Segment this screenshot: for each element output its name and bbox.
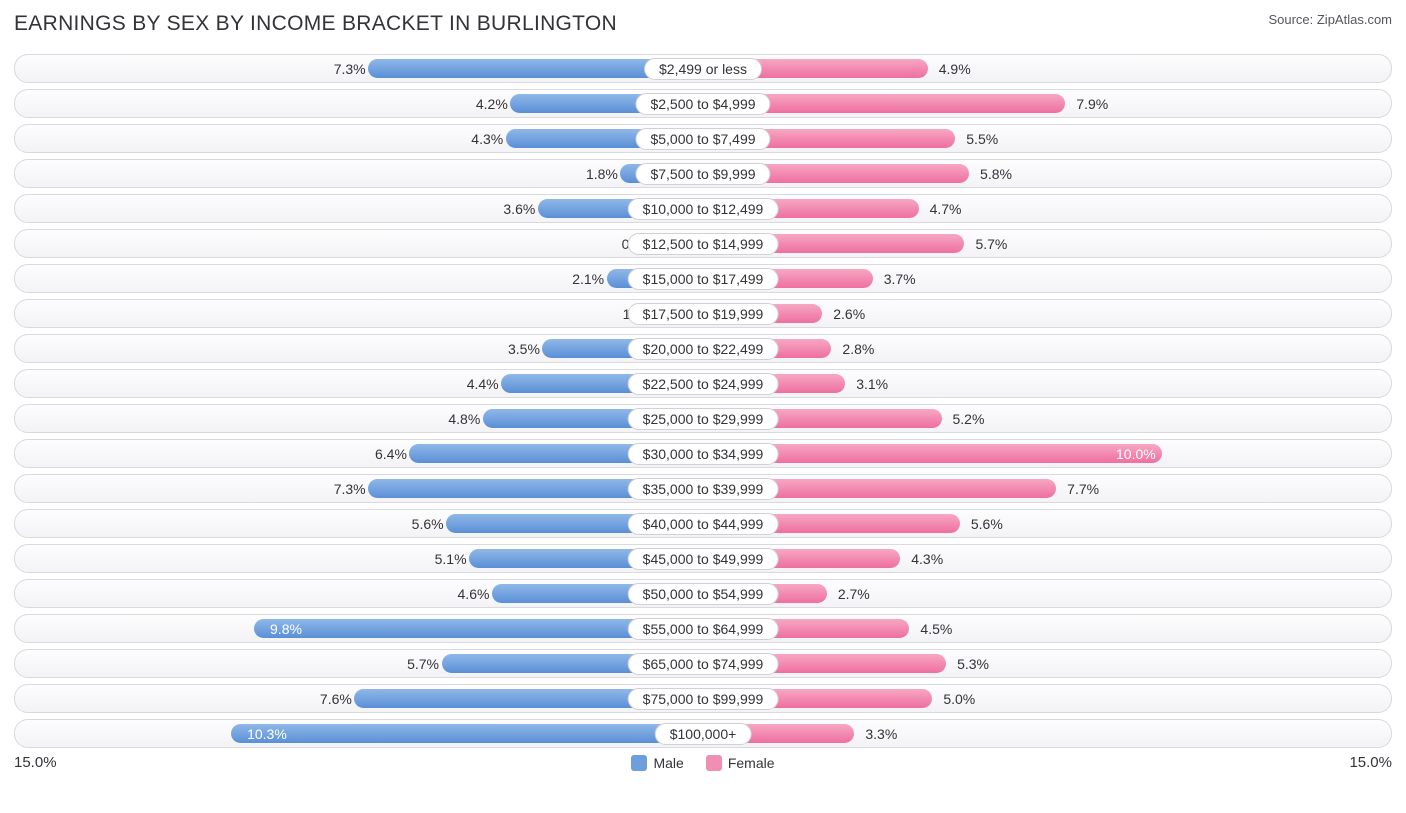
female-value-label: 3.3% (865, 726, 897, 742)
male-value-label: 5.1% (435, 551, 467, 567)
female-value-label: 10.0% (1116, 446, 1156, 462)
chart-title: EARNINGS BY SEX BY INCOME BRACKET IN BUR… (14, 12, 617, 36)
bracket-label: $40,000 to $44,999 (628, 513, 779, 535)
axis-max-left: 15.0% (14, 754, 57, 771)
chart-row: 4.3% 5.5% $5,000 to $7,499 (14, 124, 1392, 153)
chart-row: 0.84%5.7%$12,500 to $14,999 (14, 229, 1392, 258)
female-value-label: 5.7% (975, 236, 1007, 252)
bracket-label: $65,000 to $74,999 (628, 653, 779, 675)
bracket-label: $25,000 to $29,999 (628, 408, 779, 430)
male-bar (231, 724, 703, 743)
bracket-label: $2,499 or less (644, 58, 762, 80)
chart-row: 1.8% 5.8% $7,500 to $9,999 (14, 159, 1392, 188)
male-value-label: 4.2% (476, 96, 508, 112)
chart-row: 5.7% 5.3% $65,000 to $74,999 (14, 649, 1392, 678)
chart-row: 7.3% 7.7% $35,000 to $39,999 (14, 474, 1392, 503)
chart-row: 7.3% 4.9% $2,499 or less (14, 54, 1392, 83)
male-value-label: 2.1% (572, 271, 604, 287)
chart-row: 9.8% 4.5% $55,000 to $64,999 (14, 614, 1392, 643)
bracket-label: $15,000 to $17,499 (628, 268, 779, 290)
chart-row: 4.4% 3.1% $22,500 to $24,999 (14, 369, 1392, 398)
chart-row: 3.5% 2.8% $20,000 to $22,499 (14, 334, 1392, 363)
legend: Male Female (631, 755, 774, 771)
male-value-label: 7.3% (334, 61, 366, 77)
male-value-label: 9.8% (270, 621, 302, 637)
legend-item-female: Female (706, 755, 775, 771)
female-value-label: 2.6% (833, 306, 865, 322)
bracket-label: $20,000 to $22,499 (628, 338, 779, 360)
female-value-label: 2.8% (842, 341, 874, 357)
bracket-label: $30,000 to $34,999 (628, 443, 779, 465)
female-value-label: 5.3% (957, 656, 989, 672)
chart-row: 4.6% 2.7% $50,000 to $54,999 (14, 579, 1392, 608)
male-swatch-icon (631, 755, 647, 771)
bracket-label: $2,500 to $4,999 (635, 93, 770, 115)
male-value-label: 1.8% (586, 166, 618, 182)
female-value-label: 5.8% (980, 166, 1012, 182)
axis-max-right: 15.0% (1349, 754, 1392, 771)
male-value-label: 5.7% (407, 656, 439, 672)
female-value-label: 4.3% (911, 551, 943, 567)
bracket-label: $7,500 to $9,999 (635, 163, 770, 185)
bracket-label: $17,500 to $19,999 (628, 303, 779, 325)
male-value-label: 10.3% (247, 726, 287, 742)
male-value-label: 5.6% (412, 516, 444, 532)
female-swatch-icon (706, 755, 722, 771)
female-value-label: 5.2% (953, 411, 985, 427)
chart-row: 5.1% 4.3% $45,000 to $49,999 (14, 544, 1392, 573)
legend-label-female: Female (728, 755, 775, 771)
male-value-label: 4.3% (471, 131, 503, 147)
male-value-label: 6.4% (375, 446, 407, 462)
chart-row: 2.1% 3.7% $15,000 to $17,499 (14, 264, 1392, 293)
bracket-label: $12,500 to $14,999 (628, 233, 779, 255)
male-value-label: 4.6% (458, 586, 490, 602)
legend-item-male: Male (631, 755, 683, 771)
female-value-label: 3.7% (884, 271, 916, 287)
male-value-label: 4.4% (467, 376, 499, 392)
female-value-label: 5.6% (971, 516, 1003, 532)
bracket-label: $45,000 to $49,999 (628, 548, 779, 570)
male-value-label: 4.8% (448, 411, 480, 427)
bracket-label: $100,000+ (655, 723, 752, 745)
bracket-label: $50,000 to $54,999 (628, 583, 779, 605)
source-attribution: Source: ZipAtlas.com (1268, 12, 1392, 27)
female-value-label: 5.0% (943, 691, 975, 707)
chart-row: 7.6% 5.0% $75,000 to $99,999 (14, 684, 1392, 713)
male-value-label: 3.5% (508, 341, 540, 357)
male-value-label: 3.6% (503, 201, 535, 217)
female-value-label: 4.7% (930, 201, 962, 217)
female-value-label: 7.7% (1067, 481, 1099, 497)
diverging-bar-chart: 7.3% 4.9% $2,499 or less 4.2% 7.9% $2,500 to … (14, 54, 1392, 748)
bracket-label: $5,000 to $7,499 (635, 128, 770, 150)
female-value-label: 4.9% (939, 61, 971, 77)
chart-row: 6.4% 10.0% $30,000 to $34,999 (14, 439, 1392, 468)
chart-row: 5.6% 5.6% $40,000 to $44,999 (14, 509, 1392, 538)
chart-row: 10.3% 3.3% $100,000+ (14, 719, 1392, 748)
chart-row: 4.2% 7.9% $2,500 to $4,999 (14, 89, 1392, 118)
legend-label-male: Male (653, 755, 683, 771)
bracket-label: $22,500 to $24,999 (628, 373, 779, 395)
bracket-label: $10,000 to $12,499 (628, 198, 779, 220)
male-value-label: 7.6% (320, 691, 352, 707)
female-value-label: 7.9% (1076, 96, 1108, 112)
bracket-label: $75,000 to $99,999 (628, 688, 779, 710)
bracket-label: $55,000 to $64,999 (628, 618, 779, 640)
female-value-label: 5.5% (966, 131, 998, 147)
chart-row: 1.0%2.6%$17,500 to $19,999 (14, 299, 1392, 328)
male-value-label: 7.3% (334, 481, 366, 497)
bracket-label: $35,000 to $39,999 (628, 478, 779, 500)
female-value-label: 2.7% (838, 586, 870, 602)
female-value-label: 3.1% (856, 376, 888, 392)
female-value-label: 4.5% (920, 621, 952, 637)
chart-row: 4.8% 5.2% $25,000 to $29,999 (14, 404, 1392, 433)
chart-row: 3.6% 4.7% $10,000 to $12,499 (14, 194, 1392, 223)
